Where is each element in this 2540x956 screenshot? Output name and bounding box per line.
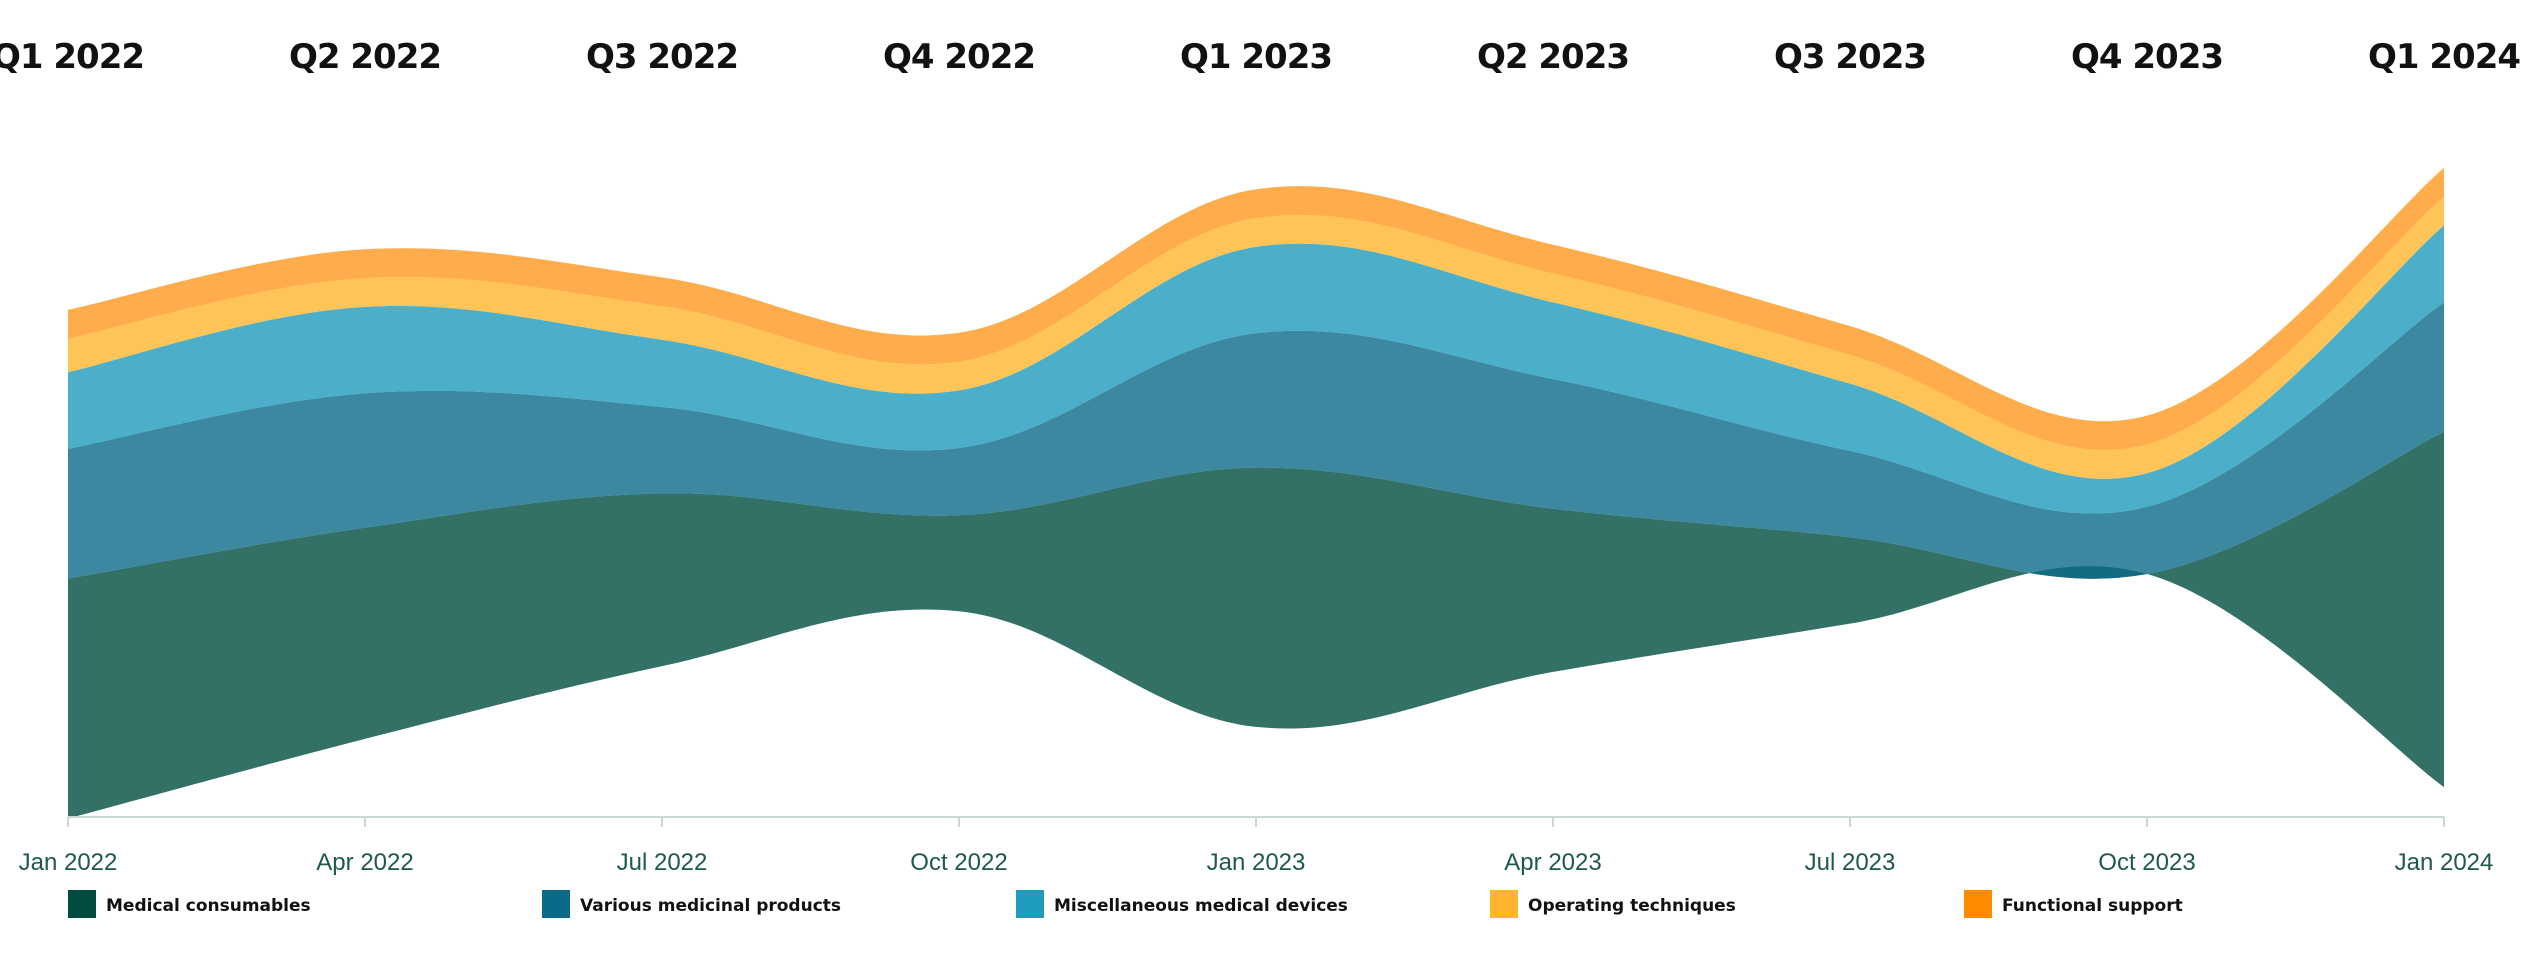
x-tick-label-apr-2022: Apr 2022	[316, 849, 413, 876]
x-tick-label-jan-2023: Jan 2023	[1207, 849, 1306, 876]
quarter-label-q1-2023: Q1 2023	[1180, 37, 1332, 77]
legend-label-medical-consumables: Medical consumables	[106, 896, 311, 916]
legend-item-functional-support: Functional support	[1964, 890, 2183, 918]
x-axis-ticks: Jan 2022 Apr 2022 Jul 2022 Oct 2022 Jan 2023…	[19, 817, 2494, 876]
stream-various-medicinal-products	[68, 302, 2444, 579]
x-tick-label-jul-2023: Jul 2023	[1805, 849, 1896, 876]
stream-medical-consumables	[68, 431, 2444, 819]
legend-label-miscellaneous-medical-devices: Miscellaneous medical devices	[1054, 896, 1348, 916]
x-tick-label-apr-2023: Apr 2023	[1504, 849, 1601, 876]
x-tick-label-jan-2022: Jan 2022	[19, 849, 118, 876]
quarter-label-q4-2023: Q4 2023	[2071, 37, 2223, 77]
legend-item-operating-techniques: Operating techniques	[1490, 890, 1736, 918]
legend-label-functional-support: Functional support	[2002, 896, 2183, 916]
x-tick-label-oct-2023: Oct 2023	[2098, 849, 2195, 876]
legend-item-miscellaneous-medical-devices: Miscellaneous medical devices	[1016, 890, 1348, 918]
quarter-label-q2-2022: Q2 2022	[289, 37, 441, 77]
legend-swatch-functional-support	[1964, 890, 1992, 918]
legend-label-operating-techniques: Operating techniques	[1528, 896, 1736, 916]
x-tick-label-jan-2024: Jan 2024	[2395, 849, 2494, 876]
quarter-label-q1-2024: Q1 2024	[2368, 37, 2520, 77]
x-tick-label-oct-2022: Oct 2022	[910, 849, 1007, 876]
quarter-label-q3-2022: Q3 2022	[586, 37, 738, 77]
x-tick-label-jul-2022: Jul 2022	[617, 849, 708, 876]
legend-swatch-various-medicinal-products	[542, 890, 570, 918]
quarter-label-q4-2022: Q4 2022	[883, 37, 1035, 77]
legend-swatch-medical-consumables	[68, 890, 96, 918]
quarter-label-q2-2023: Q2 2023	[1477, 37, 1629, 77]
stream-miscellaneous-medical-devices	[68, 225, 2444, 514]
stream-areas	[68, 167, 2444, 819]
legend-label-various-medicinal-products: Various medicinal products	[580, 896, 841, 916]
legend-swatch-operating-techniques	[1490, 890, 1518, 918]
legend-swatch-miscellaneous-medical-devices	[1016, 890, 1044, 918]
legend: Medical consumables Various medicinal pro…	[68, 890, 2183, 918]
legend-item-medical-consumables: Medical consumables	[68, 890, 311, 918]
legend-item-various-medicinal-products: Various medicinal products	[542, 890, 841, 918]
quarter-label-q1-2022: Q1 2022	[0, 37, 144, 77]
quarter-label-q3-2023: Q3 2023	[1774, 37, 1926, 77]
quarter-labels: Q1 2022 Q2 2022 Q3 2022 Q4 2022 Q1 2023 Q2 20…	[0, 37, 2521, 77]
